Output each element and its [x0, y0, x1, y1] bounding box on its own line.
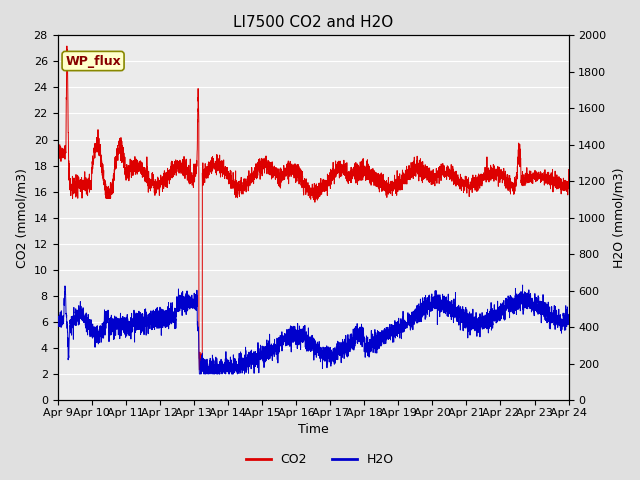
X-axis label: Time: Time [298, 423, 328, 436]
Y-axis label: CO2 (mmol/m3): CO2 (mmol/m3) [15, 168, 28, 268]
Title: LI7500 CO2 and H2O: LI7500 CO2 and H2O [233, 15, 393, 30]
Y-axis label: H2O (mmol/m3): H2O (mmol/m3) [612, 168, 625, 268]
Legend: CO2, H2O: CO2, H2O [241, 448, 399, 471]
Text: WP_flux: WP_flux [65, 55, 121, 68]
